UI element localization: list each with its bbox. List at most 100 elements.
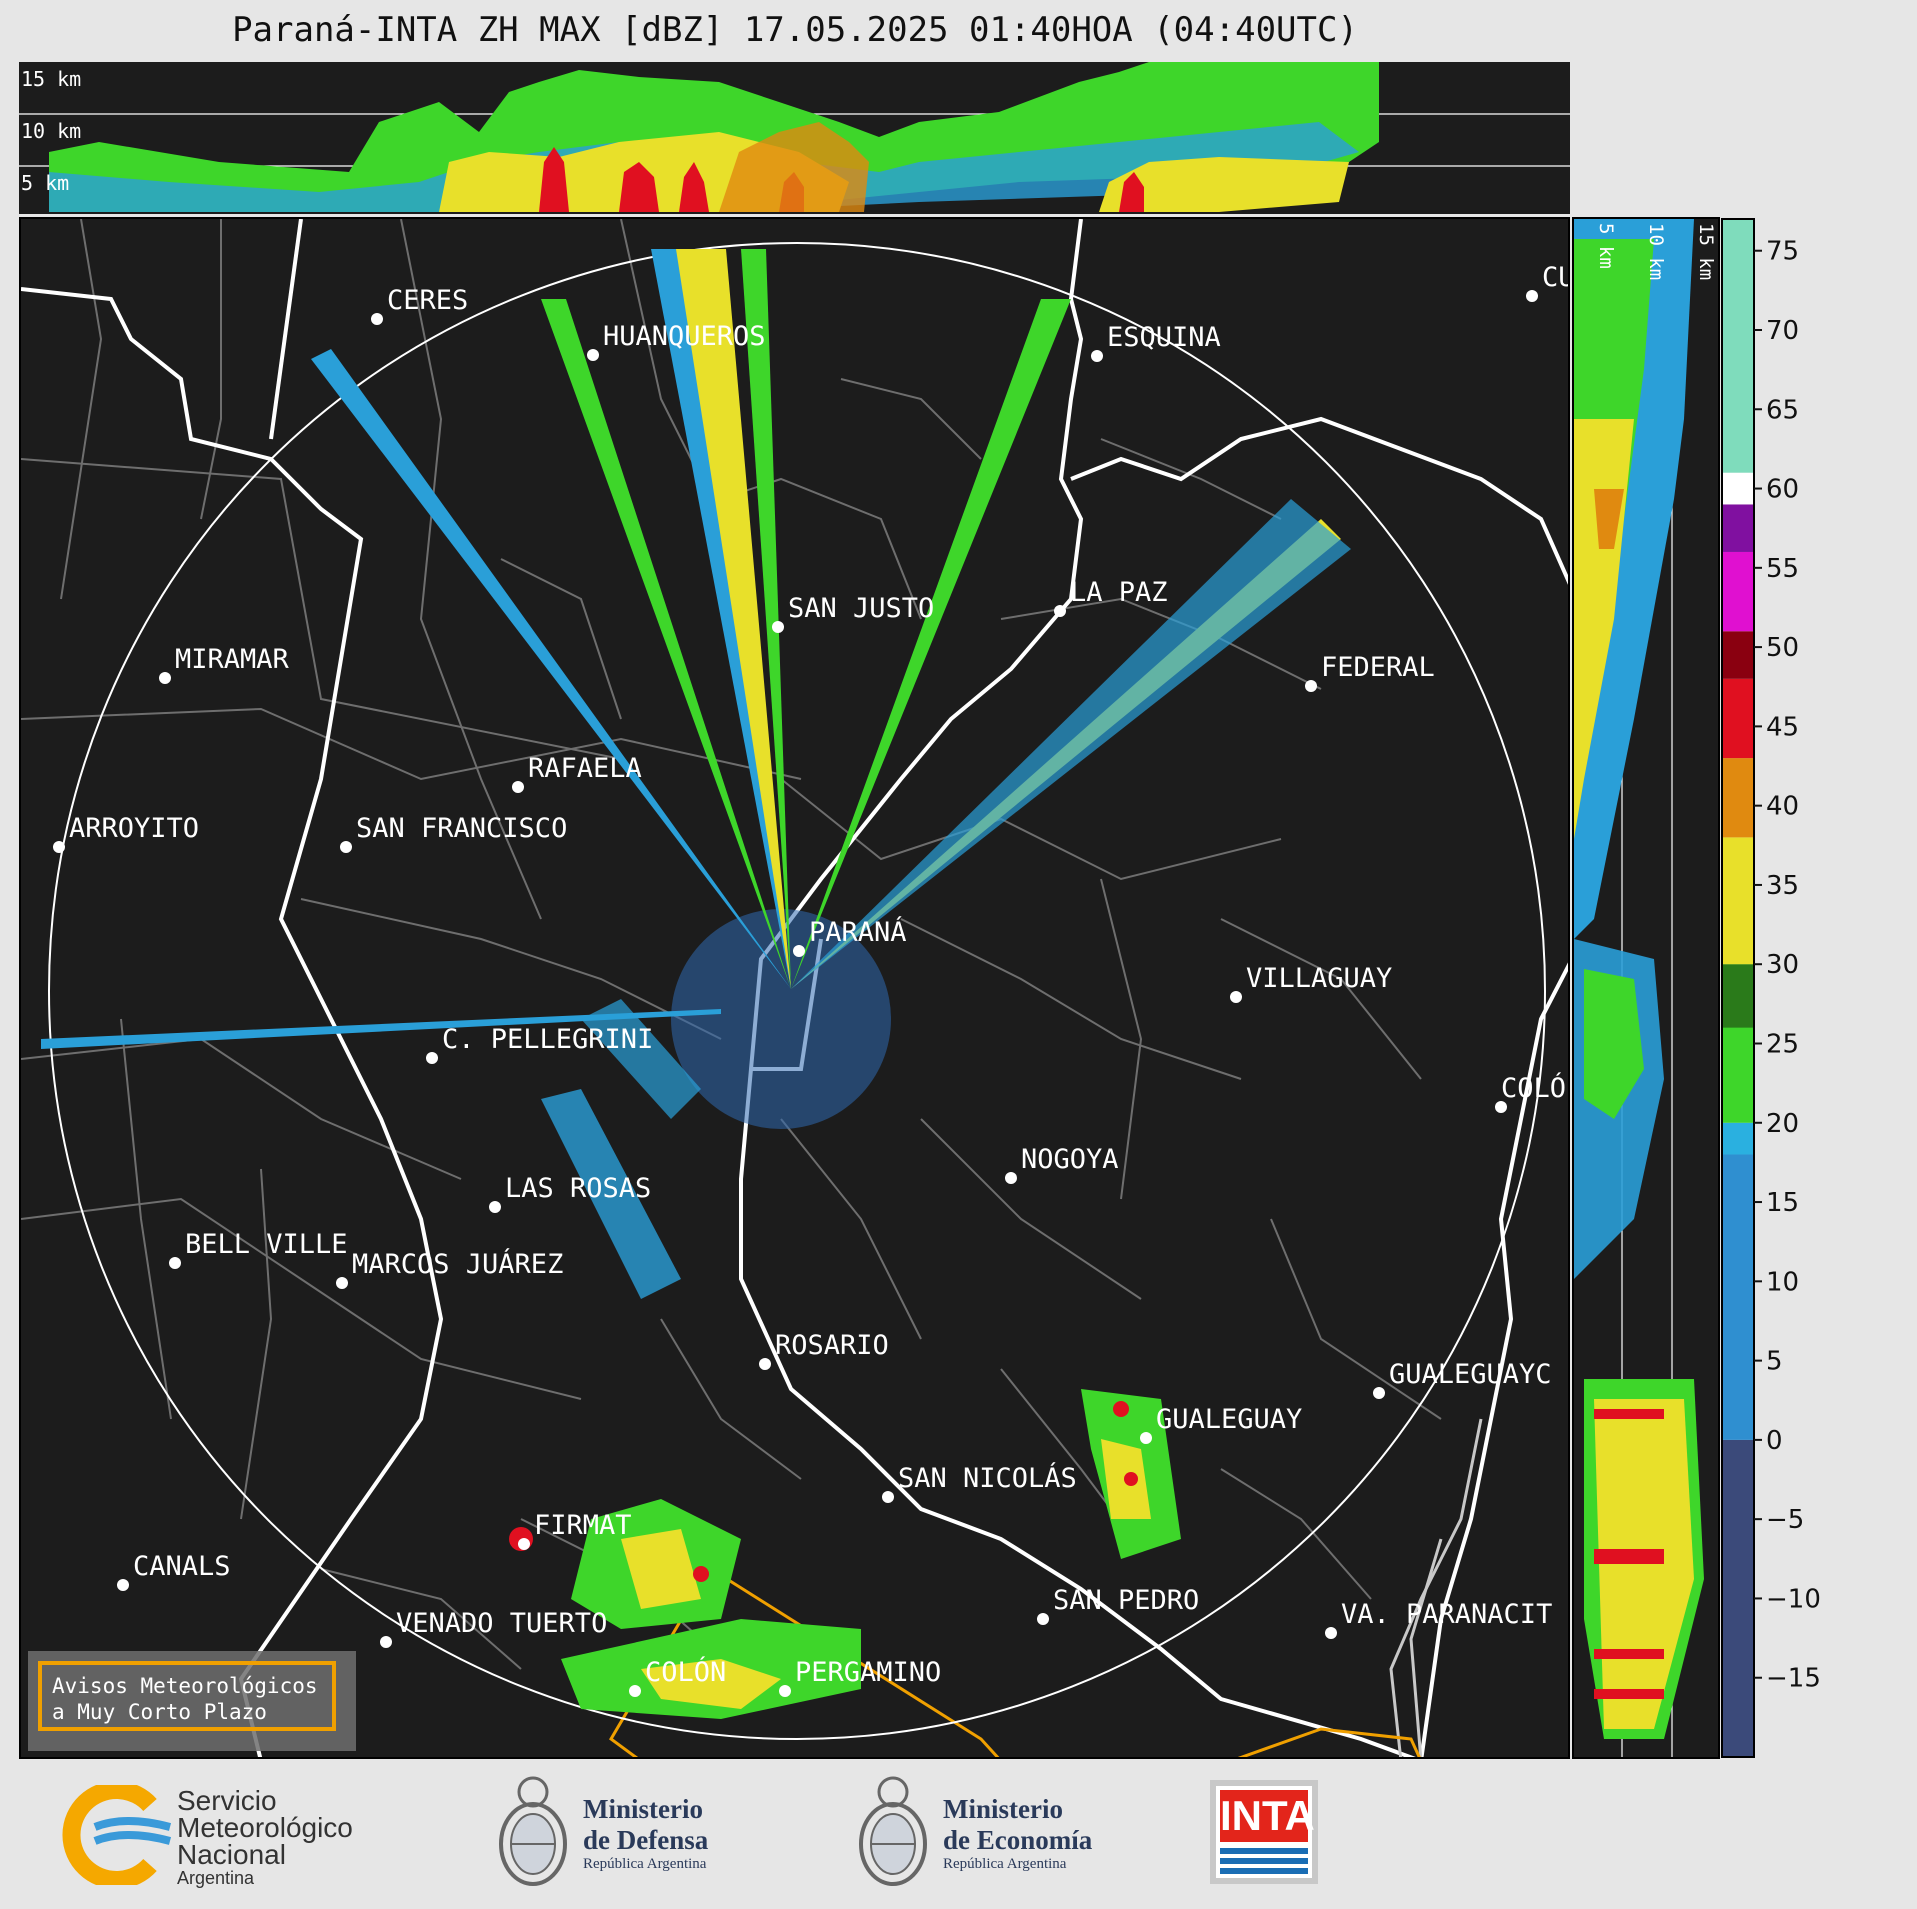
colorbar-tick-label: 60 [1766,475,1799,505]
smn-line-1: Servicio [177,1785,277,1816]
colorbar-tick-label: 15 [1766,1188,1799,1218]
svg-text:SAN PEDRO: SAN PEDRO [1053,1585,1199,1616]
svg-text:MIRAMAR: MIRAMAR [175,644,290,675]
city-miramar: MIRAMAR [159,644,290,684]
range-ring [48,242,1546,1740]
national-coat-of-arms-icon [499,1776,567,1886]
city-san-francisco: SAN FRANCISCO [340,813,567,853]
colorbar-band [1722,1154,1754,1440]
svg-text:VENADO TUERTO: VENADO TUERTO [396,1608,607,1639]
svg-text:NOGOYA: NOGOYA [1021,1144,1119,1175]
colorbar-tick-label: 5 [1766,1347,1783,1377]
page-title: Paraná-INTA ZH MAX [dBZ] 17.05.2025 01:4… [232,10,1358,50]
city-canals: CANALS [117,1551,231,1591]
colorbar-tick-label: 70 [1766,316,1799,346]
svg-text:COLÓN: COLÓN [645,1656,726,1688]
colorbar-tick-label: 45 [1766,712,1799,742]
economia-line-1: Ministerio [943,1794,1063,1824]
rivers [1389,1418,1483,1757]
colorbar-band [1722,219,1754,473]
colorbar-tick-label: 75 [1766,237,1799,267]
city-va-paranacito: VA. PARANACIT [1325,1599,1552,1639]
colorbar-band [1722,631,1754,679]
colorbar-band [1722,758,1754,838]
city-markers: CERES HUANQUEROS ESQUINA CU SAN JUSTO LA… [53,262,1570,1697]
svg-text:LAS ROSAS: LAS ROSAS [505,1173,651,1204]
svg-text:C. PELLEGRINI: C. PELLEGRINI [442,1024,653,1055]
svg-text:GUALEGUAY: GUALEGUAY [1156,1404,1302,1435]
side-height-label-15: 15 km [1695,223,1717,280]
warnings-legend: Avisos Meteorológicos a Muy Corto Plazo [28,1651,356,1751]
colorbar-tick-label: −10 [1766,1584,1821,1614]
colorbar-band [1722,504,1754,552]
side-vertical-profile: 5 km 10 km 15 km [1574,219,1717,1757]
side-height-label-10: 10 km [1645,223,1667,280]
legend-line-1: Avisos Meteorológicos [52,1674,318,1698]
colorbar-band [1722,837,1754,965]
svg-text:RAFAELA: RAFAELA [528,753,642,784]
city-villaguay: VILLAGUAY [1230,963,1392,1003]
colorbar-tick-label: 25 [1766,1029,1799,1059]
colorbar-tick-label: 10 [1766,1267,1799,1297]
smn-logo: Servicio Meteorológico Nacional Argentin… [55,1781,353,1889]
city-c-pellegrini: C. PELLEGRINI [426,1024,653,1064]
colorbar-band [1722,964,1754,1028]
radar-map-canvas: CERES HUANQUEROS ESQUINA CU SAN JUSTO LA… [21,219,1570,1757]
city-san-justo: SAN JUSTO [772,593,934,633]
city-gualeguay: GUALEGUAY [1140,1404,1302,1444]
colorbar-tick-label: 30 [1766,950,1799,980]
city-colon: COLÓN [629,1656,726,1697]
colorbar-tick-label: −15 [1766,1664,1821,1694]
ministerio-defensa-logo: Ministerio de Defensa República Argentin… [495,1772,708,1896]
radar-echoes [41,249,1351,1719]
svg-text:ESQUINA: ESQUINA [1107,322,1221,353]
svg-text:COLÓ: COLÓ [1501,1072,1566,1104]
svg-text:BELL VILLE: BELL VILLE [185,1229,348,1260]
smn-line-4: Argentina [177,1868,255,1888]
city-cu: CU [1526,262,1570,302]
top-height-label-5: 5 km [21,171,69,195]
smn-line-2: Meteorológico [177,1812,353,1843]
defensa-line-1: Ministerio [583,1794,703,1824]
city-colo: COLÓ [1495,1072,1566,1113]
colorbar-band [1722,1122,1754,1155]
svg-text:SAN JUSTO: SAN JUSTO [788,593,934,624]
colorbar-band [1722,551,1754,632]
city-nogoya: NOGOYA [1005,1144,1119,1184]
svg-text:VA. PARANACIT: VA. PARANACIT [1341,1599,1552,1630]
warnings-legend-box: Avisos Meteorológicos a Muy Corto Plazo [38,1661,336,1731]
city-huanqueros: HUANQUEROS [587,321,766,361]
city-ceres: CERES [371,285,468,325]
svg-text:ROSARIO: ROSARIO [775,1330,889,1361]
city-marcos-juarez: MARCOS JUÁREZ [336,1248,563,1289]
economia-line-3: República Argentina [943,1856,1067,1872]
colorbar-tick-label: 55 [1766,554,1799,584]
svg-text:PARANÁ: PARANÁ [809,916,907,948]
svg-text:HUANQUEROS: HUANQUEROS [603,321,766,352]
svg-text:GUALEGUAYC: GUALEGUAYC [1389,1359,1552,1390]
top-height-label-15: 15 km [21,67,81,91]
colorbar-tick-label: 0 [1766,1426,1783,1456]
colorbar-band [1722,1439,1754,1757]
smn-line-3: Nacional [177,1839,286,1870]
economia-line-2: de Economía [943,1825,1093,1855]
colorbar-tick-label: 35 [1766,871,1799,901]
city-arroyito: ARROYITO [53,813,199,853]
national-coat-of-arms-icon [859,1776,927,1886]
svg-text:MARCOS JUÁREZ: MARCOS JUÁREZ [352,1248,563,1280]
svg-text:PERGAMINO: PERGAMINO [795,1657,941,1688]
colorbar-tick-label: 40 [1766,792,1799,822]
city-firmat: FIRMAT [518,1510,632,1550]
svg-text:FEDERAL: FEDERAL [1321,652,1435,683]
svg-text:SAN NICOLÁS: SAN NICOLÁS [898,1462,1077,1494]
side-height-label-5: 5 km [1595,223,1617,269]
svg-text:CU: CU [1542,262,1570,293]
city-gualeguaychu: GUALEGUAYC [1373,1359,1552,1399]
colorbar-frame [1721,218,1755,1758]
city-la-paz: LA PAZ [1054,577,1168,617]
city-esquina: ESQUINA [1091,322,1221,362]
department-boundaries [21,219,1442,1670]
side-height-panel: 5 km 10 km 15 km [1572,217,1720,1759]
city-parana: PARANÁ [793,916,907,957]
